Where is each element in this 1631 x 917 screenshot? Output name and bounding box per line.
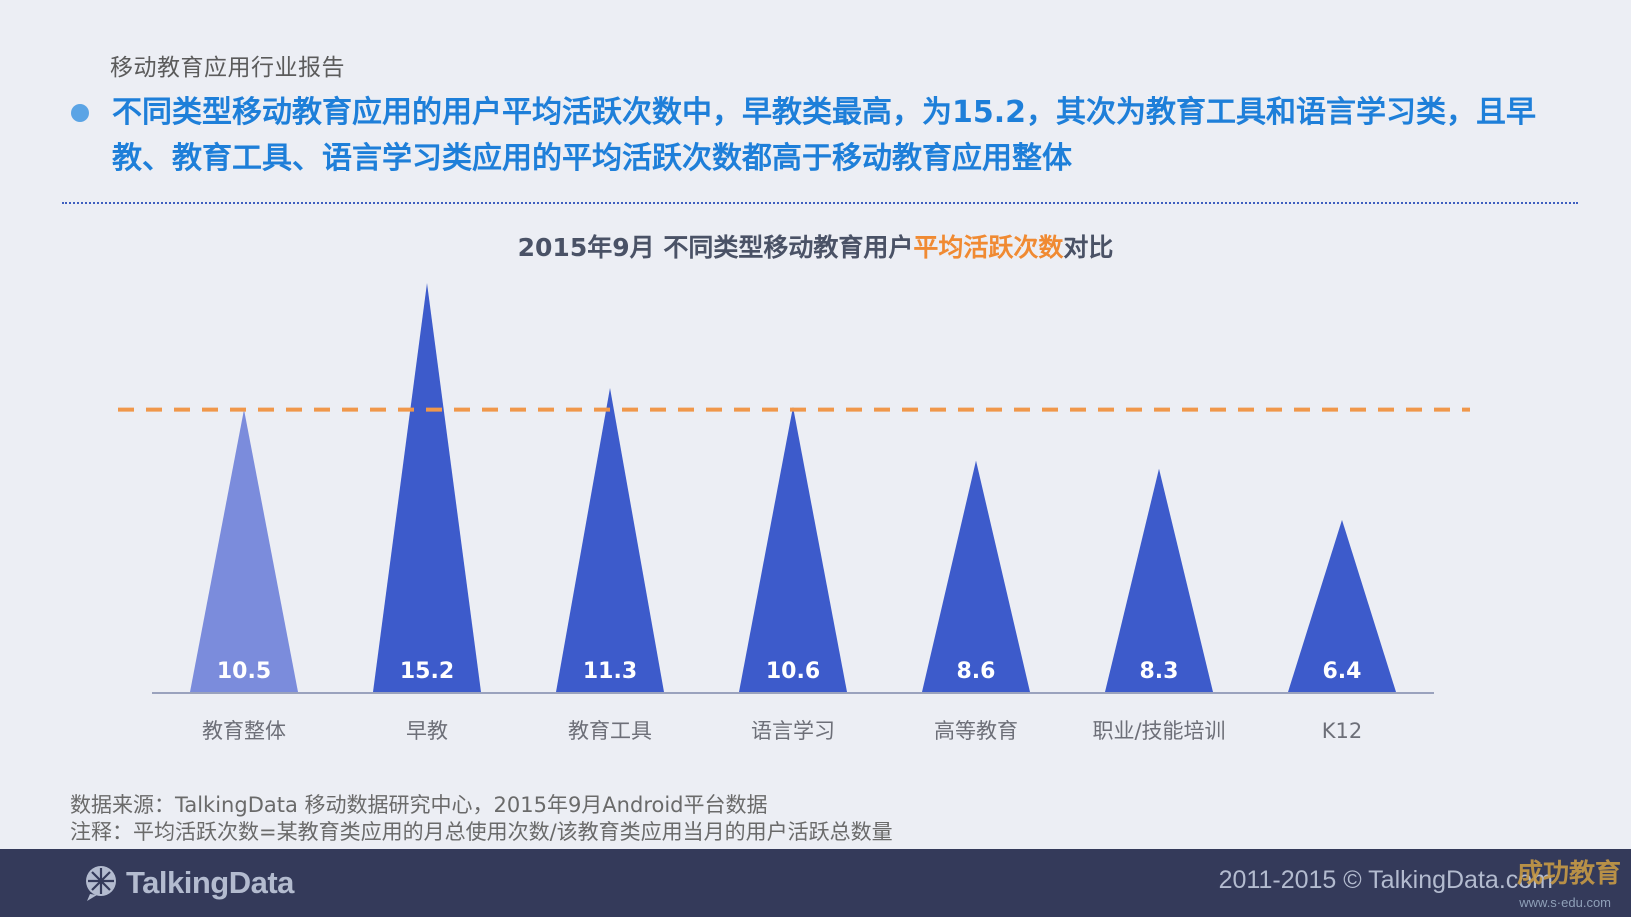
- bullet-icon: [71, 104, 89, 122]
- bar-0: [190, 409, 298, 692]
- chart-title: 2015年9月 不同类型移动教育用户平均活跃次数对比: [0, 228, 1631, 264]
- category-label-3: 语言学习: [751, 719, 835, 740]
- headline: 不同类型移动教育应用的用户平均活跃次数中，早教类最高，为15.2，其次为教育工具…: [112, 95, 1537, 176]
- bar-5: [1105, 468, 1213, 692]
- category-label-5: 职业/技能培训: [1092, 719, 1225, 740]
- chart-title-part-3: 对比: [1063, 233, 1114, 262]
- category-label-6: K12: [1322, 719, 1363, 740]
- category-label-1: 早教: [406, 719, 448, 740]
- triangle-bar-chart: 10.5 教育整体 15.2 早教 11.3 教育工具 10.6 语言学习 8.6 高等教育 8.3…: [118, 283, 1470, 740]
- value-label-4: 8.6: [957, 659, 996, 684]
- source-line: 数据来源：TalkingData 移动数据研究中心，2015年9月Android…: [70, 793, 768, 817]
- category-label-0: 教育整体: [202, 719, 286, 740]
- watermark-logo: 成功教育 www.s·edu.com: [1445, 853, 1625, 913]
- note-line: 注释：平均活跃次数=某教育类应用的月总使用次数/该教育类应用当月的用户活跃总数量: [70, 820, 893, 844]
- category-label-4: 高等教育: [934, 719, 1018, 740]
- category-label-2: 教育工具: [568, 719, 652, 740]
- chart-title-part-1: 2015年9月 不同类型移动教育用户: [517, 233, 914, 262]
- source-notes: 数据来源：TalkingData 移动数据研究中心，2015年9月Android…: [70, 792, 893, 846]
- watermark-sub: www.s·edu.com: [1519, 895, 1611, 910]
- brand-logo: TalkingData: [82, 862, 294, 904]
- bar-3: [739, 406, 847, 692]
- chart-title-highlight: 平均活跃次数: [913, 233, 1064, 262]
- copyright-text: 2011-2015 © TalkingData.com: [1218, 866, 1553, 894]
- talkingdata-logo-icon: [86, 866, 116, 901]
- value-label-0: 10.5: [217, 659, 271, 684]
- footer-bar: TalkingData 2011-2015 © TalkingData.com …: [0, 849, 1631, 917]
- bar-1: [373, 283, 481, 692]
- value-label-1: 15.2: [400, 659, 454, 684]
- bar-4: [922, 460, 1030, 692]
- value-label-2: 11.3: [583, 659, 637, 684]
- brand-name: TalkingData: [126, 865, 294, 900]
- watermark-main: 成功教育: [1516, 859, 1621, 889]
- value-label-5: 8.3: [1140, 659, 1179, 684]
- dotted-divider: [62, 202, 1578, 204]
- report-label: 移动教育应用行业报告: [110, 55, 345, 81]
- bar-6: [1288, 519, 1396, 692]
- value-label-3: 10.6: [766, 659, 820, 684]
- value-label-6: 6.4: [1323, 659, 1362, 684]
- bar-2: [556, 388, 664, 692]
